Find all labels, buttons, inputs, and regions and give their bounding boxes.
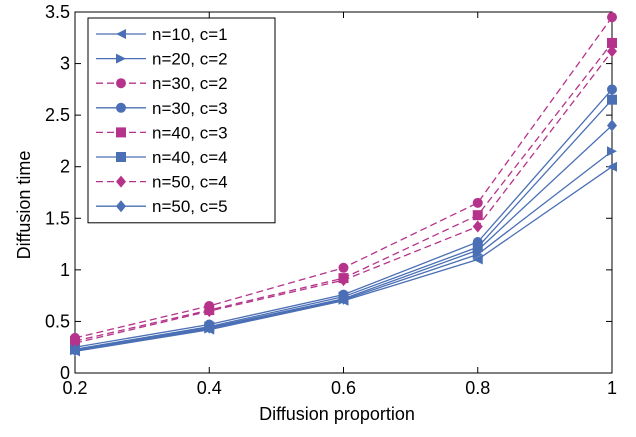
- legend: n=10, c=1 n=20, c=2 n=30, c=2 n=30, c=3 n=40…: [88, 18, 275, 223]
- data-point: [607, 84, 617, 94]
- y-tick-label: 3: [60, 54, 70, 74]
- legend-label: n=10, c=1: [152, 25, 228, 44]
- y-tick-label: 2: [60, 157, 70, 177]
- x-tick-label: 0.4: [197, 378, 222, 398]
- data-point: [339, 263, 349, 273]
- legend-marker: [116, 78, 126, 88]
- y-axis-label: Diffusion time: [14, 151, 34, 260]
- y-tick-label: 2.5: [45, 105, 70, 125]
- data-point: [473, 198, 483, 208]
- x-tick-label: 0.8: [465, 378, 490, 398]
- y-tick-label: 0: [60, 363, 70, 383]
- y-tick-label: 1: [60, 260, 70, 280]
- x-axis-label: Diffusion proportion: [259, 404, 415, 424]
- y-tick-label: 3.5: [45, 2, 70, 22]
- data-point: [473, 221, 483, 233]
- legend-marker: [116, 152, 126, 162]
- y-tick-label: 1.5: [45, 208, 70, 228]
- x-tick-label: 0.6: [331, 378, 356, 398]
- legend-label: n=40, c=3: [152, 123, 228, 142]
- legend-marker: [116, 103, 126, 113]
- x-tick-label: 1: [607, 378, 617, 398]
- legend-label: n=30, c=3: [152, 99, 228, 118]
- legend-label: n=30, c=2: [152, 74, 228, 93]
- legend-label: n=50, c=4: [152, 173, 228, 192]
- data-point: [607, 119, 617, 131]
- data-point: [607, 95, 617, 105]
- legend-label: n=20, c=2: [152, 50, 228, 69]
- y-tick-label: 0.5: [45, 311, 70, 331]
- data-point: [473, 210, 483, 220]
- legend-label: n=50, c=5: [152, 197, 228, 216]
- legend-label: n=40, c=4: [152, 148, 228, 167]
- legend-marker: [116, 127, 126, 137]
- data-point: [607, 12, 617, 22]
